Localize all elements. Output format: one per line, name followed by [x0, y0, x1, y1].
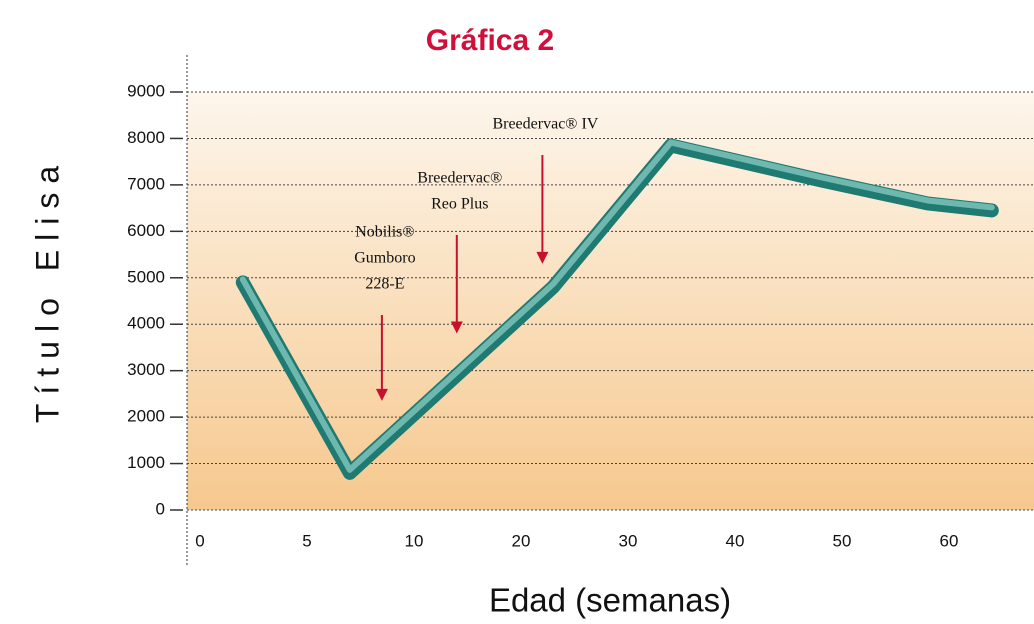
- chart-title: Gráfica 2: [426, 24, 554, 57]
- y-tick-label: 2000: [127, 407, 165, 426]
- annotation-arrowhead: [536, 251, 549, 264]
- y-tick-label: 1000: [127, 453, 165, 472]
- y-tick-label: 7000: [127, 174, 165, 193]
- y-axis-label: Título Elisa: [29, 157, 65, 423]
- x-tick-label: 10: [405, 531, 424, 550]
- y-tick-label: 4000: [127, 314, 165, 333]
- x-tick-label: 5: [302, 531, 311, 550]
- annotation-text: Breedervac®: [417, 170, 502, 187]
- x-tick-label: 50: [833, 531, 852, 550]
- annotation-text: Reo Plus: [431, 196, 488, 213]
- y-tick-label: 5000: [127, 267, 165, 286]
- annotation-text: Breedervac® IV: [492, 116, 598, 133]
- line-highlight: [239, 139, 995, 473]
- annotation-arrowhead: [375, 388, 388, 401]
- x-tick-label: 20: [512, 531, 531, 550]
- x-tick-label: 40: [726, 531, 745, 550]
- x-tick-label: 0: [195, 531, 204, 550]
- y-tick-label: 9000: [127, 81, 165, 100]
- annotation-text: Gumboro: [354, 250, 415, 267]
- x-tick-label: 60: [940, 531, 959, 550]
- y-tick-label: 3000: [127, 360, 165, 379]
- x-tick-label: 30: [619, 531, 638, 550]
- annotation-text: 228-E: [365, 276, 404, 293]
- y-tick-label: 8000: [127, 128, 165, 147]
- annotation-arrowhead: [450, 321, 463, 334]
- y-tick-label: 6000: [127, 221, 165, 240]
- plot-background: [187, 92, 1034, 510]
- y-tick-label: 0: [156, 499, 165, 518]
- x-axis-label: Edad (semanas): [489, 582, 731, 619]
- annotation-text: Nobilis®: [355, 224, 414, 241]
